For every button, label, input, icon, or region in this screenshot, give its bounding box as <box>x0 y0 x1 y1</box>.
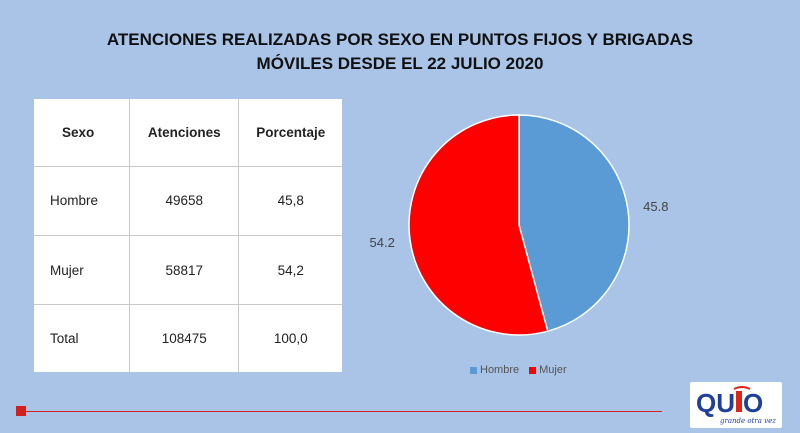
pie-slice-mujer <box>408 114 549 336</box>
header-sexo: Sexo <box>34 99 131 167</box>
legend-swatch-hombre <box>470 366 477 374</box>
row-total-porcentaje: 100,0 <box>273 331 308 347</box>
pie-label-hombre: 45.8 <box>643 199 668 214</box>
title-line-2: MÓVILES DESDE EL 22 JULIO 2020 <box>256 54 544 73</box>
quito-logo-icon: QU O grande otra vez <box>696 386 776 425</box>
pie-slice-hombre <box>518 114 630 333</box>
data-table: Sexo Atenciones Porcentaje Hombre 49658 … <box>34 99 342 372</box>
legend-item-mujer: Mujer <box>529 364 567 376</box>
pie-label-mujer: 54.2 <box>370 235 395 250</box>
svg-text:grande otra vez: grande otra vez <box>720 417 776 425</box>
quito-logo: QU O grande otra vez <box>690 382 782 428</box>
row-total-sexo: Total <box>34 304 131 372</box>
footer-accent-square <box>16 406 26 416</box>
row-hombre-atenciones: 49658 <box>129 166 240 236</box>
row-mujer-sexo: Mujer <box>34 235 131 306</box>
header-porcentaje: Porcentaje <box>238 99 342 167</box>
svg-text:QU: QU <box>696 388 735 418</box>
page-title: ATENCIONES REALIZADAS POR SEXO EN PUNTOS… <box>0 28 800 76</box>
legend-label-hombre: Hombre <box>480 364 520 376</box>
row-mujer-atenciones: 58817 <box>129 235 240 306</box>
pie-chart: 45.8 54.2 <box>370 114 668 336</box>
header-atenciones: Atenciones <box>129 99 240 167</box>
row-total-atenciones: 108475 <box>129 304 240 372</box>
table-row: Mujer 58817 54,2 <box>34 235 342 306</box>
chart-legend: Hombre Mujer <box>470 364 567 376</box>
table-row: Total 108475 100,0 <box>34 304 342 372</box>
row-hombre-porcentaje: 45,8 <box>238 166 342 236</box>
svg-text:O: O <box>743 388 763 418</box>
table-header-row: Sexo Atenciones Porcentaje <box>34 99 342 167</box>
row-hombre-sexo: Hombre <box>34 166 131 236</box>
row-mujer-porcentaje: 54,2 <box>238 235 342 306</box>
legend-item-hombre: Hombre <box>470 364 519 376</box>
footer-divider <box>22 411 662 412</box>
legend-label-mujer: Mujer <box>539 364 567 376</box>
data-table-card: Sexo Atenciones Porcentaje Hombre 49658 … <box>34 99 342 372</box>
table-row: Hombre 49658 45,8 <box>34 166 342 236</box>
title-line-1: ATENCIONES REALIZADAS POR SEXO EN PUNTOS… <box>106 30 694 49</box>
legend-swatch-mujer <box>529 366 537 374</box>
